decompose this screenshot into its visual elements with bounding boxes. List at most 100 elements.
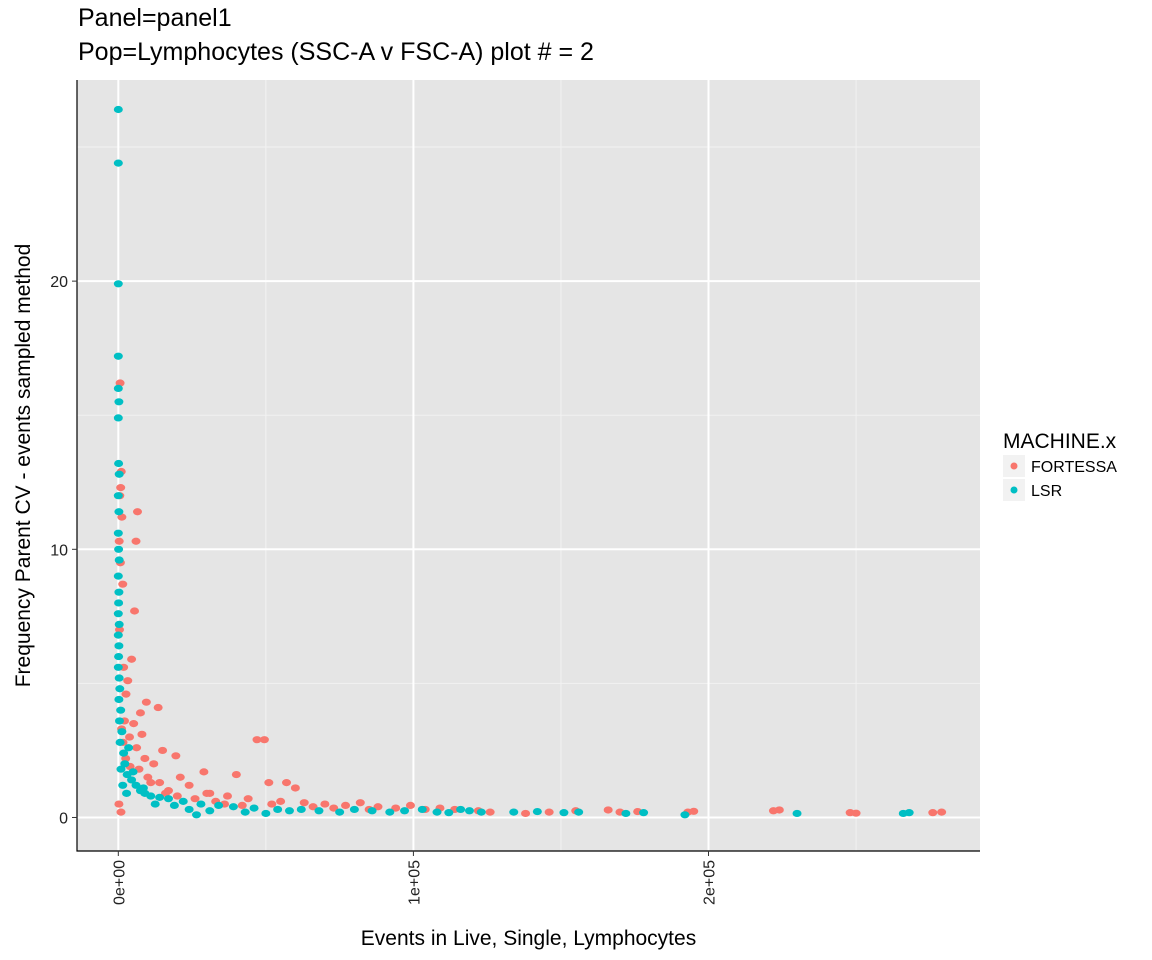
data-point-fortessa xyxy=(121,690,131,698)
axes xyxy=(76,80,980,852)
data-point-lsr xyxy=(118,781,128,789)
data-point-lsr xyxy=(113,384,123,392)
data-point-lsr xyxy=(228,803,238,811)
data-point-fortessa xyxy=(252,736,262,744)
data-point-lsr xyxy=(314,807,324,815)
y-tick-label: 10 xyxy=(50,542,68,559)
data-point-lsr xyxy=(261,809,271,818)
data-point-fortessa xyxy=(135,709,145,717)
data-point-fortessa xyxy=(290,784,300,792)
data-point-fortessa xyxy=(114,626,124,634)
data-point-fortessa xyxy=(603,806,613,814)
data-point-fortessa xyxy=(118,580,128,588)
y-tick-label: 20 xyxy=(50,274,68,291)
data-point-lsr xyxy=(240,808,250,816)
legend-label-fortessa: FORTESSA xyxy=(1031,459,1117,476)
y-axis-label: Frequency Parent CV - events sampled met… xyxy=(12,244,35,688)
data-point-lsr xyxy=(476,808,486,816)
data-point-fortessa xyxy=(129,720,139,728)
data-point-fortessa xyxy=(202,789,212,797)
legend: MACHINE.x FORTESSA LSR xyxy=(1003,430,1117,501)
data-point-lsr xyxy=(444,809,454,817)
data-point-fortessa xyxy=(373,803,383,811)
plot-panel xyxy=(77,80,980,851)
data-point-lsr xyxy=(113,631,123,639)
data-point-fortessa xyxy=(267,800,277,808)
data-points xyxy=(113,105,947,819)
data-point-fortessa xyxy=(937,808,947,816)
data-point-lsr xyxy=(114,674,124,682)
data-point-fortessa xyxy=(243,795,253,803)
data-point-fortessa xyxy=(132,744,142,752)
x-axis-label: Events in Live, Single, Lymphocytes xyxy=(361,927,696,950)
data-point-lsr xyxy=(115,685,125,693)
data-point-lsr xyxy=(119,749,129,757)
data-point-fortessa xyxy=(149,760,159,768)
data-point-fortessa xyxy=(141,698,151,706)
data-point-fortessa xyxy=(485,808,495,816)
data-point-fortessa xyxy=(158,746,168,755)
data-point-fortessa xyxy=(237,801,247,810)
data-point-lsr xyxy=(273,805,283,814)
legend-label-lsr: LSR xyxy=(1031,483,1062,500)
data-point-fortessa xyxy=(125,733,135,741)
data-point-fortessa xyxy=(223,792,232,800)
data-point-fortessa xyxy=(184,781,194,789)
data-point-lsr xyxy=(196,800,206,808)
data-point-lsr xyxy=(114,717,124,725)
data-point-fortessa xyxy=(231,770,241,779)
data-point-lsr xyxy=(113,105,123,114)
data-point-lsr xyxy=(417,805,427,814)
data-point-lsr xyxy=(192,811,202,819)
x-tick-label: 0e+00 xyxy=(111,860,128,905)
data-point-fortessa xyxy=(259,736,269,744)
data-point-fortessa xyxy=(190,795,200,803)
data-point-fortessa xyxy=(320,800,330,808)
legend-title: MACHINE.x xyxy=(1003,430,1117,453)
data-point-lsr xyxy=(114,599,124,607)
data-point-fortessa xyxy=(143,773,153,781)
data-point-lsr xyxy=(559,809,569,817)
data-point-fortessa xyxy=(689,807,699,815)
data-point-lsr xyxy=(296,805,306,814)
data-point-fortessa xyxy=(355,799,365,807)
chart-subtitle: Pop=Lymphocytes (SSC-A v FSC-A) plot # =… xyxy=(78,38,594,66)
data-point-lsr xyxy=(792,809,802,818)
data-point-fortessa xyxy=(264,779,274,787)
data-point-fortessa xyxy=(146,779,156,787)
data-point-fortessa xyxy=(172,792,182,800)
tick-labels: 0e+00 1e+05 2e+05 0 10 20 xyxy=(50,274,718,905)
data-point-fortessa xyxy=(774,806,784,814)
data-point-fortessa xyxy=(137,730,147,738)
data-point-lsr xyxy=(116,706,126,714)
data-point-lsr xyxy=(113,610,123,618)
data-point-fortessa xyxy=(161,789,171,797)
data-point-fortessa xyxy=(928,809,938,817)
y-tick-label: 0 xyxy=(59,810,68,827)
data-point-lsr xyxy=(432,808,442,816)
data-point-lsr xyxy=(115,738,125,746)
data-point-lsr xyxy=(114,642,124,650)
data-point-lsr xyxy=(509,808,519,816)
data-point-lsr xyxy=(114,545,124,553)
data-point-fortessa xyxy=(405,801,415,810)
data-point-lsr xyxy=(184,805,194,814)
data-point-fortessa xyxy=(391,804,401,812)
data-point-lsr xyxy=(400,807,410,815)
data-point-fortessa xyxy=(131,537,141,545)
data-point-lsr xyxy=(113,572,123,580)
data-point-lsr xyxy=(385,808,395,816)
data-point-lsr xyxy=(114,398,124,406)
data-point-lsr xyxy=(114,459,124,468)
data-point-fortessa xyxy=(175,773,185,781)
data-point-fortessa xyxy=(276,797,286,805)
data-point-lsr xyxy=(131,781,141,789)
data-point-lsr xyxy=(214,801,224,810)
data-point-lsr xyxy=(639,809,649,817)
data-point-lsr xyxy=(146,792,156,800)
data-point-fortessa xyxy=(155,779,165,787)
data-point-lsr xyxy=(532,807,542,816)
data-point-lsr xyxy=(114,508,124,516)
data-point-lsr xyxy=(114,470,124,478)
